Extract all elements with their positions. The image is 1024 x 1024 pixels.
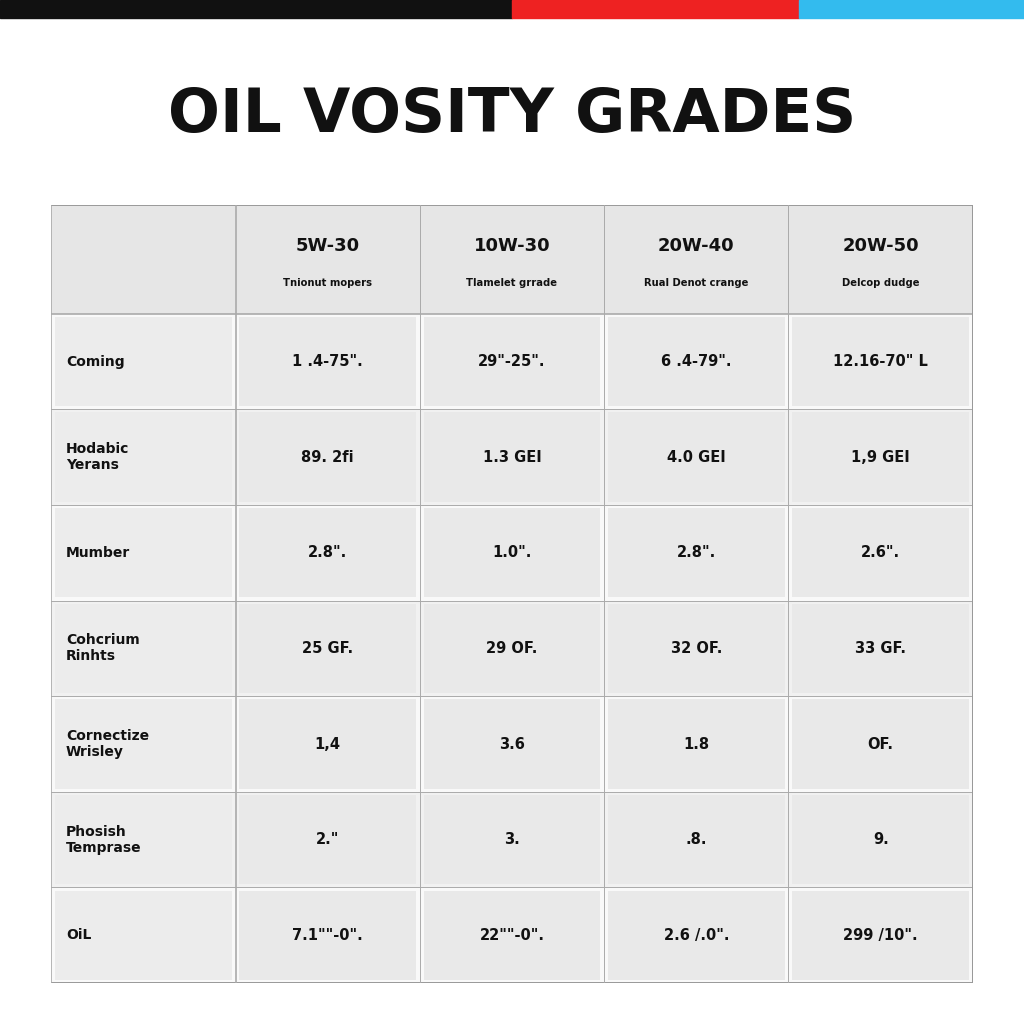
FancyBboxPatch shape xyxy=(55,413,231,502)
FancyBboxPatch shape xyxy=(793,699,969,788)
Text: OF.: OF. xyxy=(867,736,894,752)
FancyBboxPatch shape xyxy=(240,604,416,693)
FancyBboxPatch shape xyxy=(51,313,973,410)
Text: 6 .4-79".: 6 .4-79". xyxy=(662,354,731,369)
FancyBboxPatch shape xyxy=(608,316,784,407)
Text: 32 OF.: 32 OF. xyxy=(671,641,722,656)
FancyBboxPatch shape xyxy=(608,699,784,788)
FancyBboxPatch shape xyxy=(240,795,416,885)
FancyBboxPatch shape xyxy=(51,505,973,601)
FancyBboxPatch shape xyxy=(793,508,969,597)
Text: 2.6 /.0".: 2.6 /.0". xyxy=(664,928,729,943)
Text: Cornectize
Wrisley: Cornectize Wrisley xyxy=(66,729,150,759)
FancyBboxPatch shape xyxy=(240,891,416,980)
FancyBboxPatch shape xyxy=(55,316,231,407)
FancyBboxPatch shape xyxy=(424,891,600,980)
FancyBboxPatch shape xyxy=(793,316,969,407)
FancyBboxPatch shape xyxy=(793,795,969,885)
FancyBboxPatch shape xyxy=(51,696,973,792)
Text: Phosish
Temprase: Phosish Temprase xyxy=(66,824,141,855)
FancyBboxPatch shape xyxy=(424,508,600,597)
Text: 1 .4-75".: 1 .4-75". xyxy=(292,354,364,369)
Bar xyxy=(0,0,512,18)
Text: 2.8".: 2.8". xyxy=(677,546,716,560)
FancyBboxPatch shape xyxy=(55,699,231,788)
Text: Hodabic
Yerans: Hodabic Yerans xyxy=(66,442,129,472)
FancyBboxPatch shape xyxy=(608,413,784,502)
FancyBboxPatch shape xyxy=(793,413,969,502)
Text: 33 GF.: 33 GF. xyxy=(855,641,906,656)
FancyBboxPatch shape xyxy=(51,205,973,313)
FancyBboxPatch shape xyxy=(608,795,784,885)
FancyBboxPatch shape xyxy=(793,891,969,980)
Text: Coming: Coming xyxy=(66,354,125,369)
FancyBboxPatch shape xyxy=(793,604,969,693)
FancyBboxPatch shape xyxy=(424,413,600,502)
FancyBboxPatch shape xyxy=(240,316,416,407)
Text: 25 GF.: 25 GF. xyxy=(302,641,353,656)
FancyBboxPatch shape xyxy=(424,604,600,693)
Text: Rual Denot crange: Rual Denot crange xyxy=(644,279,749,288)
Text: 89. 2fi: 89. 2fi xyxy=(301,450,354,465)
Text: 29 OF.: 29 OF. xyxy=(486,641,538,656)
Text: 29"-25".: 29"-25". xyxy=(478,354,546,369)
Text: 1.0".: 1.0". xyxy=(493,546,531,560)
FancyBboxPatch shape xyxy=(608,508,784,597)
Text: Mumber: Mumber xyxy=(66,546,130,560)
Text: 7.1""-0".: 7.1""-0". xyxy=(292,928,364,943)
Text: 4.0 GEI: 4.0 GEI xyxy=(667,450,726,465)
Text: 22""-0".: 22""-0". xyxy=(479,928,545,943)
Text: 2.6".: 2.6". xyxy=(861,546,900,560)
Text: OIL VOSITY GRADES: OIL VOSITY GRADES xyxy=(168,86,856,145)
Text: 10W-30: 10W-30 xyxy=(474,238,550,255)
Text: 3.: 3. xyxy=(504,833,520,847)
Text: 2.": 2." xyxy=(316,833,339,847)
Text: 1.3 GEI: 1.3 GEI xyxy=(482,450,542,465)
Text: OiL: OiL xyxy=(66,928,91,942)
Text: 9.: 9. xyxy=(872,833,889,847)
Text: Tnionut mopers: Tnionut mopers xyxy=(284,279,372,288)
Text: 1.8: 1.8 xyxy=(683,736,710,752)
FancyBboxPatch shape xyxy=(240,413,416,502)
Text: 12.16-70" L: 12.16-70" L xyxy=(834,354,928,369)
Bar xyxy=(799,0,1024,18)
FancyBboxPatch shape xyxy=(51,205,973,983)
Bar xyxy=(512,0,799,18)
FancyBboxPatch shape xyxy=(51,601,973,696)
Text: Cohcrium
Rinhts: Cohcrium Rinhts xyxy=(66,633,139,664)
Text: .8.: .8. xyxy=(686,833,707,847)
FancyBboxPatch shape xyxy=(51,792,973,888)
Text: 1,4: 1,4 xyxy=(314,736,341,752)
Text: 3.6: 3.6 xyxy=(499,736,525,752)
FancyBboxPatch shape xyxy=(608,604,784,693)
Text: 2.8".: 2.8". xyxy=(308,546,347,560)
FancyBboxPatch shape xyxy=(55,508,231,597)
FancyBboxPatch shape xyxy=(424,795,600,885)
Text: Delcop dudge: Delcop dudge xyxy=(842,279,920,288)
Text: 1,9 GEI: 1,9 GEI xyxy=(851,450,910,465)
Text: 299 /10".: 299 /10". xyxy=(844,928,918,943)
FancyBboxPatch shape xyxy=(424,699,600,788)
FancyBboxPatch shape xyxy=(55,604,231,693)
Text: 20W-40: 20W-40 xyxy=(658,238,734,255)
FancyBboxPatch shape xyxy=(55,891,231,980)
Text: 5W-30: 5W-30 xyxy=(296,238,359,255)
FancyBboxPatch shape xyxy=(51,888,973,983)
FancyBboxPatch shape xyxy=(240,508,416,597)
FancyBboxPatch shape xyxy=(424,316,600,407)
FancyBboxPatch shape xyxy=(240,699,416,788)
FancyBboxPatch shape xyxy=(51,410,973,505)
FancyBboxPatch shape xyxy=(55,795,231,885)
Text: 20W-50: 20W-50 xyxy=(843,238,919,255)
FancyBboxPatch shape xyxy=(608,891,784,980)
Text: Tlamelet grrade: Tlamelet grrade xyxy=(467,279,557,288)
